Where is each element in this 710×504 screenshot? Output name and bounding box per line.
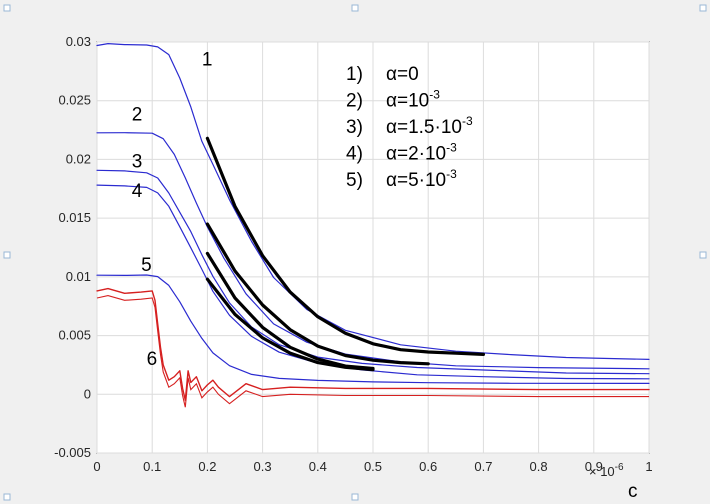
legend-entry-label: α=2·10-3 xyxy=(386,141,457,165)
x-axis-exponent: × 10-6 xyxy=(589,462,624,479)
legend-entry-label: α=5·10-3 xyxy=(386,167,457,191)
y-tick-label: 0 xyxy=(84,386,91,401)
x-tick-label: 1 xyxy=(645,459,652,474)
x-tick-label: 0.5 xyxy=(364,459,382,474)
series-line-4 xyxy=(96,184,650,380)
y-tick-label: 0.025 xyxy=(58,93,91,108)
series-line-5 xyxy=(96,274,650,384)
y-tick-label: 0.015 xyxy=(58,210,91,225)
series-layer xyxy=(96,42,650,408)
x-axis-label: c xyxy=(628,481,638,502)
fit-curve xyxy=(205,222,430,366)
resize-handle-top-center[interactable] xyxy=(351,4,359,12)
legend-entry-label: α=10-3 xyxy=(386,88,440,112)
legend-entry-number: 2) xyxy=(346,91,363,112)
legend-entry-number: 1) xyxy=(346,64,363,85)
series-line-6-band xyxy=(96,295,649,408)
x-tick-label: 0.7 xyxy=(474,459,492,474)
x-tick-label: 0.1 xyxy=(143,459,161,474)
curve-label-2: 2 xyxy=(132,105,143,126)
resize-handle-right[interactable] xyxy=(699,251,707,259)
series-line-1 xyxy=(96,42,650,360)
resize-handle-top-right[interactable] xyxy=(699,4,707,12)
legend-entry-number: 5) xyxy=(346,170,363,191)
x-tick-label: 0.3 xyxy=(254,459,272,474)
curve-label-6: 6 xyxy=(147,349,158,370)
y-tick-label: 0.02 xyxy=(66,151,91,166)
fit-curve xyxy=(205,136,485,356)
tick-labels: 0 0.1 0.2 0.3 0.4 0.5 0.6 0.7 0.8 0.9 1-0.00500.00… xyxy=(54,34,652,474)
x-tick-label: 0.2 xyxy=(198,459,216,474)
resize-handle-bottom-center[interactable] xyxy=(351,493,359,501)
x-tick-label: 0.8 xyxy=(530,459,548,474)
y-tick-label: 0.005 xyxy=(58,328,91,343)
resize-handle-left[interactable] xyxy=(3,251,11,259)
series-line-3 xyxy=(96,169,650,375)
y-tick-label: -0.005 xyxy=(54,445,91,460)
curve-label-1: 1 xyxy=(202,49,213,70)
resize-handle-bottom-left[interactable] xyxy=(3,493,11,501)
y-tick-label: 0.01 xyxy=(66,269,91,284)
legend-entry-number: 4) xyxy=(346,144,363,165)
curve-label-3: 3 xyxy=(132,152,143,173)
resize-handle-top-left[interactable] xyxy=(3,4,11,12)
legend: 1) α=0 2) α=10-3 3) α=1.5·10-3 4) α=2·10-3 5) α=5… xyxy=(346,64,473,191)
series-line-6 xyxy=(96,287,650,401)
legend-entry-label: α=0 xyxy=(386,64,419,85)
curve-label-5: 5 xyxy=(141,255,152,276)
x-tick-label: 0.4 xyxy=(309,459,327,474)
legend-entry-label: α=1.5·10-3 xyxy=(386,114,473,138)
fit-curve xyxy=(205,277,375,372)
x-tick-label: 0 xyxy=(93,459,100,474)
curve-label-4: 4 xyxy=(132,181,143,202)
y-tick-label: 0.03 xyxy=(66,34,91,49)
x-tick-label: 0.6 xyxy=(419,459,437,474)
legend-entry-number: 3) xyxy=(346,117,363,138)
curve-labels: 1 2 3 4 5 6 xyxy=(132,49,213,369)
x-tick-label: 0.9 xyxy=(585,459,603,474)
